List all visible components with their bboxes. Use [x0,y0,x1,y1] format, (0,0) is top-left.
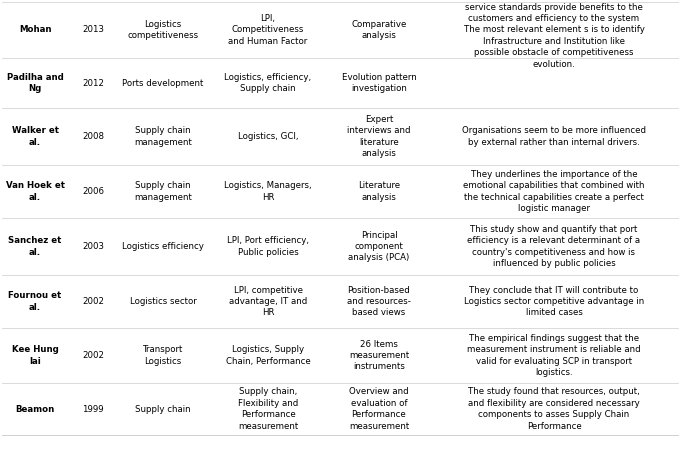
Text: Van Hoek et
al.: Van Hoek et al. [5,181,65,202]
Text: Supply chain: Supply chain [135,405,191,414]
Text: Literature
analysis: Literature analysis [358,181,400,202]
Text: 2002: 2002 [82,297,104,306]
Text: Padilha and
Ng: Padilha and Ng [7,73,63,93]
Text: Beamon: Beamon [16,405,54,414]
Text: 26 Items
measurement
instruments: 26 Items measurement instruments [349,339,409,371]
Text: Logistics, Managers,
HR: Logistics, Managers, HR [224,181,312,202]
Text: 1999: 1999 [82,405,104,414]
Text: Kee Hung
lai: Kee Hung lai [12,345,58,366]
Text: Supply chain,
Flexibility and
Performance
measurement: Supply chain, Flexibility and Performanc… [238,387,298,431]
Text: 2002: 2002 [82,351,104,360]
Text: Comparative
analysis: Comparative analysis [352,20,407,40]
Text: Ports development: Ports development [122,78,204,87]
Text: Supply chain
management: Supply chain management [134,181,192,202]
Text: Principal
component
analysis (PCA): Principal component analysis (PCA) [348,231,409,262]
Text: Logistics, efficiency,
Supply chain: Logistics, efficiency, Supply chain [224,73,311,93]
Text: Logistics sector: Logistics sector [130,297,197,306]
Text: Walker et
al.: Walker et al. [12,126,58,147]
Text: This study show and quantify that port
efficiency is a relevant determinant of a: This study show and quantify that port e… [467,225,641,268]
Text: Supply chain
management: Supply chain management [134,126,192,147]
Text: LPI, competitive
advantage, IT and
HR: LPI, competitive advantage, IT and HR [229,286,307,317]
Text: 2006: 2006 [82,187,104,196]
Text: 2012: 2012 [82,78,104,87]
Text: Mohan: Mohan [19,25,51,34]
Text: logistic costs together an increasing in a
service standards provide benefits to: logistic costs together an increasing in… [464,0,645,69]
Text: Evolution pattern
investigation: Evolution pattern investigation [341,73,416,93]
Text: Organisations seem to be more influenced
by external rather than internal driver: Organisations seem to be more influenced… [462,126,646,147]
Text: They underlines the importance of the
emotional capabilities that combined with
: They underlines the importance of the em… [463,170,645,213]
Text: 2013: 2013 [82,25,104,34]
Text: Logistics
competitiveness: Logistics competitiveness [127,20,199,40]
Text: 2008: 2008 [82,132,104,141]
Text: Logistics, Supply
Chain, Performance: Logistics, Supply Chain, Performance [226,345,310,366]
Text: Transport
Logistics: Transport Logistics [143,345,183,366]
Text: The empirical findings suggest that the
measurement instrument is reliable and
v: The empirical findings suggest that the … [467,334,641,377]
Text: Sanchez et
al.: Sanchez et al. [8,236,62,257]
Text: LPI, Port efficiency,
Public policies: LPI, Port efficiency, Public policies [227,236,309,257]
Text: 2003: 2003 [82,242,104,251]
Text: Fournou et
al.: Fournou et al. [8,291,62,312]
Text: LPI,
Competitiveness
and Human Factor: LPI, Competitiveness and Human Factor [228,14,307,46]
Text: They conclude that IT will contribute to
Logistics sector competitive advantage : They conclude that IT will contribute to… [464,286,644,317]
Text: The study found that resources, output,
and flexibility are considered necessary: The study found that resources, output, … [468,387,640,431]
Text: Expert
interviews and
literature
analysis: Expert interviews and literature analysi… [347,115,411,158]
Text: Logistics efficiency: Logistics efficiency [122,242,204,251]
Text: Position-based
and resources-
based views: Position-based and resources- based view… [347,286,411,317]
Text: Logistics, GCI,: Logistics, GCI, [238,132,299,141]
Text: Overview and
evaluation of
Performance
measurement: Overview and evaluation of Performance m… [349,387,409,431]
